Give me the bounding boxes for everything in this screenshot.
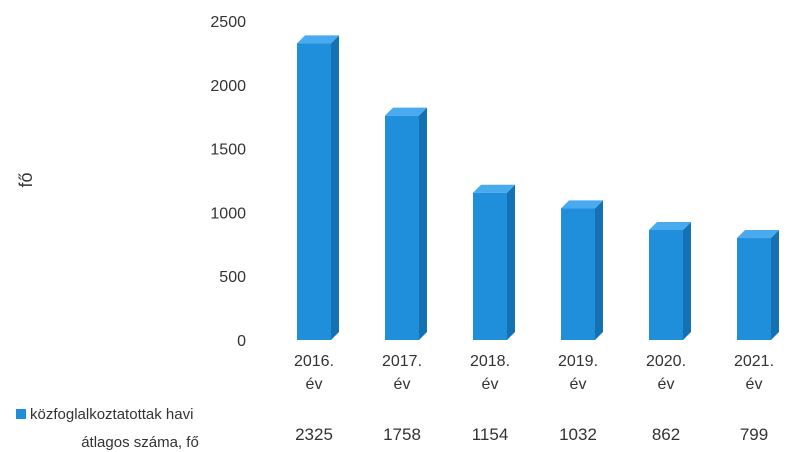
bar-top xyxy=(561,200,603,209)
bar-side xyxy=(771,230,779,340)
x-tick-label: év xyxy=(570,376,587,393)
bar-front xyxy=(737,238,771,340)
y-tick-label: 2500 xyxy=(210,14,246,31)
y-tick-label: 1500 xyxy=(210,142,246,159)
y-tick-labels: 0 500 1000 1500 2000 2500 xyxy=(210,14,246,350)
y-tick-label: 0 xyxy=(237,333,246,350)
bar xyxy=(385,107,427,340)
data-value: 2325 xyxy=(295,425,333,444)
bar xyxy=(649,222,691,340)
bar-front xyxy=(297,43,331,341)
legend-label: átlagos száma, fő xyxy=(81,434,199,451)
bar-front xyxy=(561,208,595,340)
x-tick-label: év xyxy=(658,376,675,393)
bar-side xyxy=(507,184,515,340)
x-tick-label: 2016. xyxy=(294,353,334,370)
data-value: 1032 xyxy=(559,425,597,444)
bar-top xyxy=(385,107,427,116)
data-value: 862 xyxy=(652,425,680,444)
y-tick-label: 500 xyxy=(219,269,246,286)
y-axis-label: fő xyxy=(16,172,36,187)
bars xyxy=(297,35,779,341)
bar xyxy=(297,35,339,341)
legend-swatch xyxy=(16,409,26,419)
bar-side xyxy=(595,200,603,340)
bar-side xyxy=(331,35,339,340)
x-tick-label: 2018. xyxy=(470,353,510,370)
y-tick-label: 1000 xyxy=(210,205,246,222)
x-tick-labels: 2016. év 2017. év 2018. év 2019. év 2020. év 2021.… xyxy=(294,353,774,393)
bar xyxy=(737,230,779,340)
x-tick-label: 2017. xyxy=(382,353,422,370)
data-value: 1154 xyxy=(472,425,509,444)
x-tick-label: 2021. xyxy=(734,353,774,370)
bar-side xyxy=(419,107,427,340)
x-tick-label: év xyxy=(482,376,499,393)
legend-label: közfoglalkoztatottak havi xyxy=(30,406,193,423)
bar-top xyxy=(473,184,515,193)
bar-front xyxy=(473,192,507,340)
x-tick-label: 2020. xyxy=(646,353,686,370)
x-tick-label: év xyxy=(746,376,763,393)
x-tick-label: év xyxy=(306,376,323,393)
y-tick-label: 2000 xyxy=(210,78,246,95)
bar-side xyxy=(683,222,691,340)
x-tick-label: év xyxy=(394,376,411,393)
bar xyxy=(473,184,515,340)
bar-top xyxy=(297,35,339,44)
x-tick-label: 2019. xyxy=(558,353,598,370)
bar-top xyxy=(649,222,691,231)
data-table-row: 2325 1758 1154 1032 862 799 közfoglalkoztatott… xyxy=(16,406,768,451)
bar-top xyxy=(737,230,779,239)
bar xyxy=(561,200,603,340)
data-value: 1758 xyxy=(383,425,421,444)
bar-front xyxy=(649,230,683,340)
bar-front xyxy=(385,115,419,340)
data-value: 799 xyxy=(740,425,768,444)
